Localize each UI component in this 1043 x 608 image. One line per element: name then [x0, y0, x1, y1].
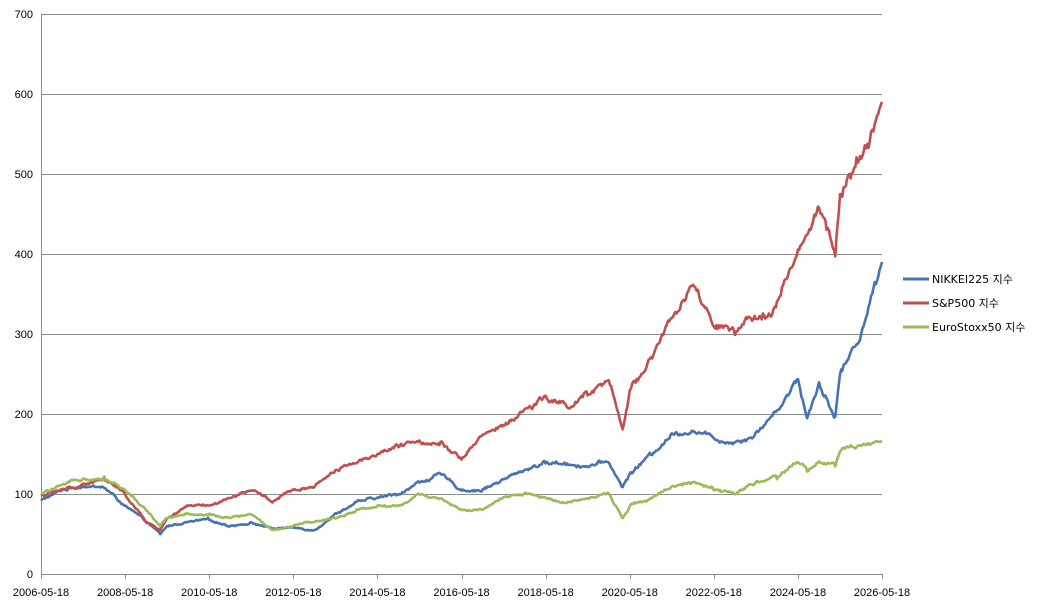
x-tick-label: 2008-05-18: [97, 587, 153, 599]
axes: [41, 14, 883, 579]
x-tick-label: 2014-05-18: [349, 587, 405, 599]
x-tick-label: 2016-05-18: [433, 587, 489, 599]
x-tick-label: 2022-05-18: [686, 587, 742, 599]
x-tick-label: 2020-05-18: [602, 587, 658, 599]
x-tick-label: 2012-05-18: [265, 587, 321, 599]
y-axis-tick-labels: 0 100 200 300 400 500 600 700: [15, 9, 33, 581]
legend-label: EuroStoxx50 지수: [932, 321, 1025, 334]
series-line-3: [40, 439, 883, 532]
y-tick-label: 600: [15, 89, 33, 101]
x-axis-tick-labels: 2006-05-18 2008-05-18 2010-05-18 2012-05-18…: [13, 587, 910, 599]
y-tick-label: 700: [15, 9, 33, 21]
y-tick-label: 300: [15, 329, 33, 341]
series-line-2: [40, 101, 884, 532]
y-tick-label: 200: [15, 409, 33, 421]
x-tick-label: 2006-05-18: [13, 587, 69, 599]
x-tick-label: 2018-05-18: [517, 587, 573, 599]
legend-label: NIKKEI225 지수: [932, 273, 1013, 286]
x-tick-label: 2026-05-18: [854, 587, 910, 599]
y-tick-label: 0: [27, 569, 33, 581]
series-line-1: [40, 261, 884, 536]
x-tick-label: 2010-05-18: [181, 587, 237, 599]
x-tick-label: 2024-05-18: [770, 587, 826, 599]
y-tick-label: 100: [15, 489, 33, 501]
series-lines: [40, 101, 884, 536]
y-tick-label: 400: [15, 249, 33, 261]
legend-label: S&P500 지수: [932, 297, 999, 310]
y-tick-label: 500: [15, 169, 33, 181]
legend: NIKKEI225 지수 S&P500 지수 EuroStoxx50 지수: [903, 273, 1025, 334]
gridlines: [41, 14, 882, 495]
